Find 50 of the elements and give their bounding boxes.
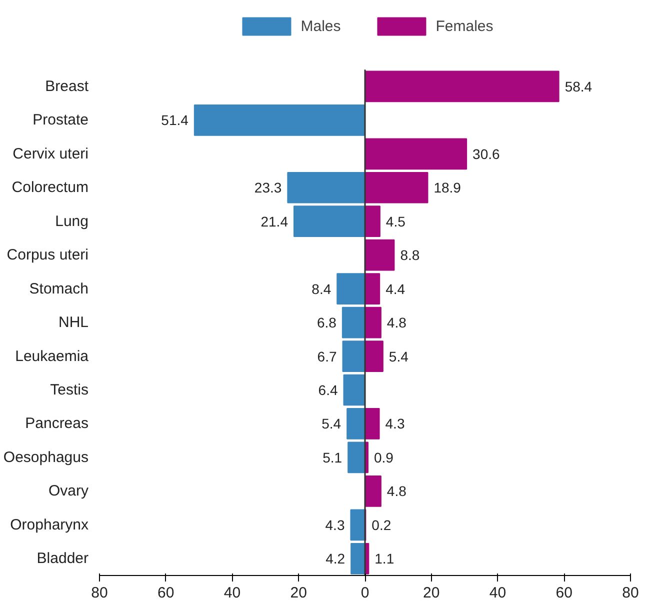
data-label: 4.3 (385, 416, 405, 432)
x-tick-label: 60 (556, 584, 572, 602)
y-tick-label: Prostate (32, 112, 89, 129)
data-label: 0.2 (372, 516, 392, 533)
legend-label: Females (436, 18, 494, 34)
data-label: 30.6 (472, 146, 500, 162)
data-label: 5.1 (322, 449, 342, 466)
data-label: 18.9 (434, 180, 462, 196)
y-tick-label: Lung (55, 212, 89, 230)
y-tick-label: Cervix uteri (12, 145, 89, 162)
data-label: 8.8 (400, 247, 420, 264)
data-label: 0.9 (374, 449, 394, 466)
x-tick-label: 80 (622, 584, 639, 602)
data-label: 6.4 (318, 382, 338, 398)
y-tick-label: NHL (58, 314, 89, 332)
y-tick-label: Oesophagus (3, 448, 89, 466)
y-tick-label: Corpus uteri (6, 246, 88, 264)
data-label: 4.8 (386, 483, 407, 500)
data-label: 1.1 (374, 550, 394, 567)
data-label: 58.4 (564, 78, 592, 94)
y-tick-label: Bladder (36, 550, 89, 568)
data-label: 23.3 (254, 180, 282, 196)
x-tick-label: 60 (158, 584, 174, 602)
data-label: 4.4 (386, 280, 406, 297)
y-tick-label: Testis (50, 381, 88, 398)
data-label: 6.7 (317, 348, 337, 364)
x-tick-label: 20 (423, 584, 440, 602)
data-label: 5.4 (322, 416, 342, 432)
y-tick-label: Oropharynx (10, 516, 89, 534)
data-label: 51.4 (161, 112, 189, 128)
x-tick-label: 0 (360, 584, 370, 602)
x-tick-label: 40 (224, 584, 241, 602)
x-tick-label: 20 (290, 584, 307, 602)
data-label: 6.8 (316, 314, 337, 331)
data-label: 21.4 (260, 213, 288, 230)
x-tick-label: 40 (489, 584, 506, 602)
y-tick-label: Colorectum (12, 179, 89, 196)
y-tick-label: Pancreas (25, 415, 89, 432)
data-label: 4.5 (386, 213, 406, 230)
data-label: 4.8 (386, 314, 407, 331)
y-tick-label: Leukaemia (15, 348, 90, 365)
legend-label: Males (300, 18, 341, 34)
y-tick-label: Ovary (48, 482, 89, 500)
data-label: 8.4 (312, 280, 332, 297)
data-label: 4.2 (326, 550, 346, 567)
y-tick-label: Breast (45, 78, 90, 95)
data-label: 5.4 (388, 348, 409, 364)
x-tick-label: 80 (91, 584, 108, 602)
y-tick-label: Stomach (29, 280, 89, 298)
data-label: 4.3 (325, 516, 345, 533)
